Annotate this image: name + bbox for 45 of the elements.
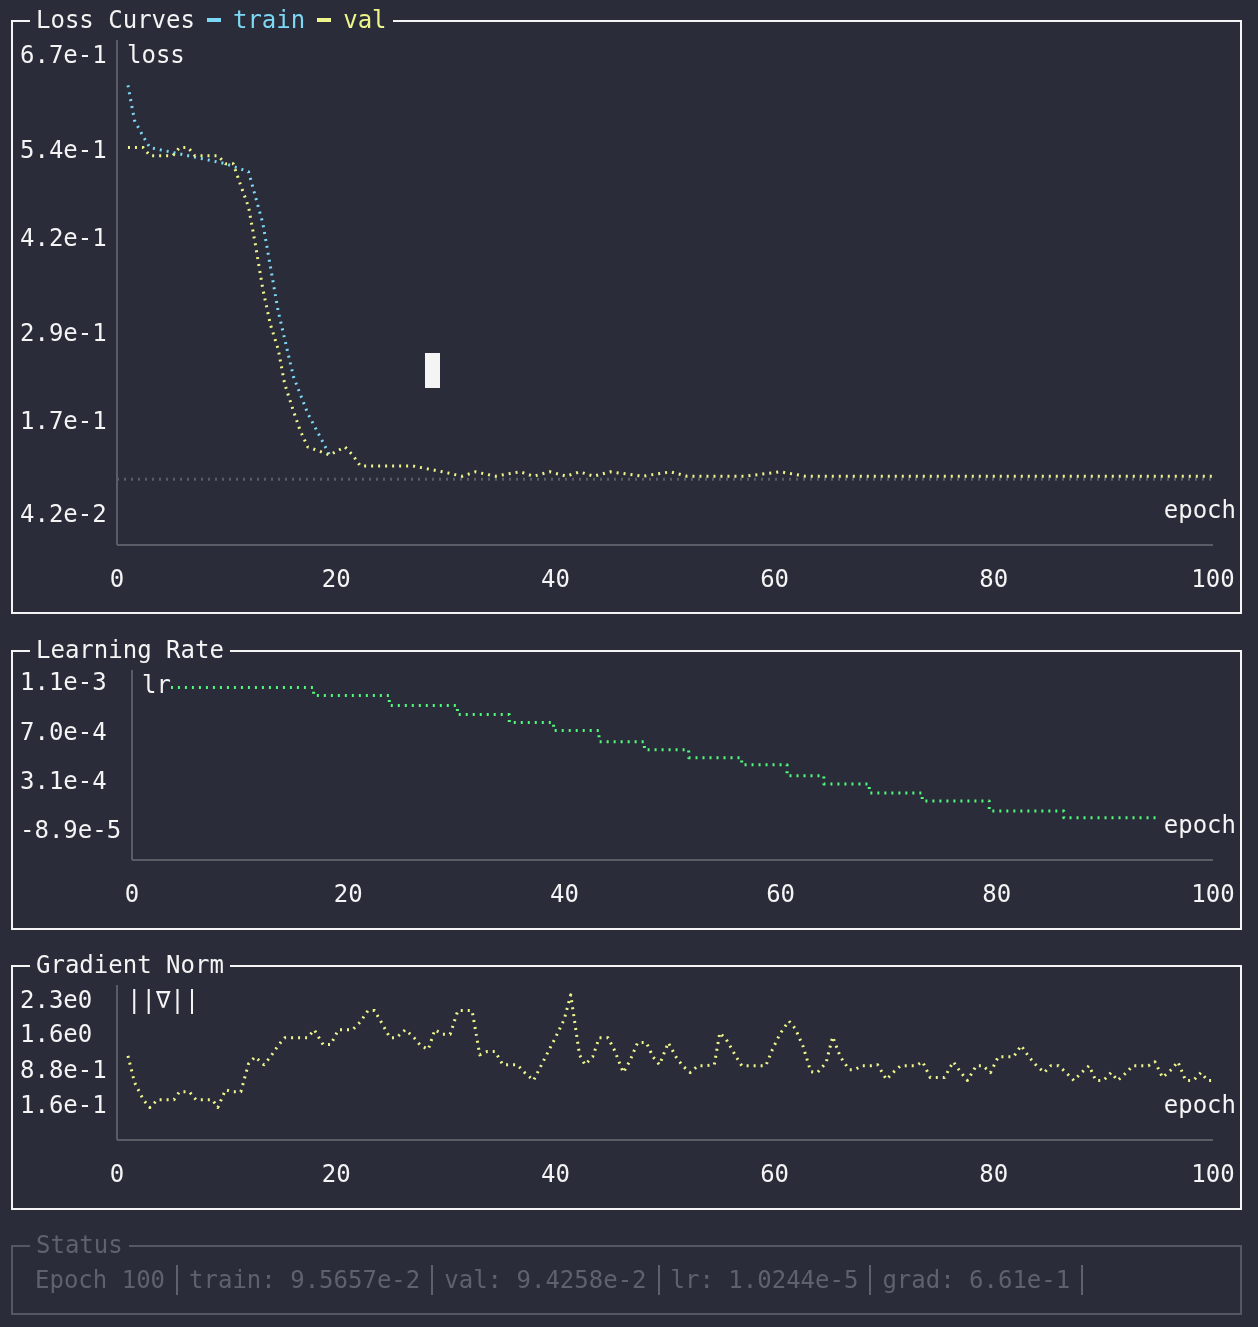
chart-title: Learning Rate: [36, 635, 224, 666]
x-tick-label: 100: [1191, 1160, 1235, 1188]
y-tick-label: 4.2e-2: [20, 500, 107, 529]
x-tick-label: 80: [979, 1160, 1009, 1188]
x-tick-label: 100: [1191, 565, 1235, 593]
x-tick-label: 20: [321, 565, 351, 593]
x-tick-label: 20: [321, 1160, 351, 1188]
y-tick-label: 5.4e-1: [20, 135, 107, 164]
x-tick-label: 40: [540, 565, 570, 593]
line-series: [126, 146, 1213, 478]
x-tick-label: 80: [979, 565, 1009, 593]
x-axis-title: epoch: [1163, 496, 1236, 524]
y-tick-label: 2.3e0: [20, 985, 93, 1014]
y-tick-label: 1.6e-1: [20, 1091, 107, 1120]
y-tick-label: 8.8e-1: [20, 1055, 107, 1084]
y-tick-label: 4.2e-1: [20, 223, 107, 252]
x-tick-label: 20: [333, 880, 363, 908]
y-axis-title: loss: [127, 41, 185, 69]
y-axis-title: lr: [142, 671, 171, 699]
line-series: [126, 83, 332, 457]
y-tick-label: 2.9e-1: [20, 318, 107, 347]
x-tick-label: 80: [982, 880, 1012, 908]
y-tick-label: -8.9e-5: [20, 816, 122, 845]
legend-label: val: [343, 6, 387, 34]
y-axis-title: ||∇||: [127, 986, 200, 1014]
y-tick-label: 6.7e-1: [20, 40, 107, 69]
x-tick-label: 40: [549, 880, 579, 908]
x-tick-label: 40: [540, 1160, 570, 1188]
x-tick-label: 60: [760, 565, 790, 593]
x-tick-label: 60: [766, 880, 796, 908]
y-tick-label: 7.0e-4: [20, 718, 107, 747]
x-tick-label: 60: [760, 1160, 790, 1188]
x-tick-label: 0: [124, 880, 140, 908]
x-tick-label: 0: [109, 1160, 125, 1188]
chart-title: Loss Curves: [36, 5, 195, 36]
x-tick-label: 100: [1191, 880, 1235, 908]
chart-title: Gradient Norm: [36, 950, 224, 981]
y-tick-label: 1.1e-3: [20, 668, 107, 697]
x-axis-title: epoch: [1163, 811, 1236, 839]
y-tick-label: 3.1e-4: [20, 766, 107, 795]
legend-label: train: [232, 6, 306, 34]
y-tick-label: 1.7e-1: [20, 406, 107, 435]
y-tick-label: 1.6e0: [20, 1020, 93, 1049]
x-tick-label: 0: [109, 565, 125, 593]
x-axis-title: epoch: [1163, 1091, 1236, 1119]
